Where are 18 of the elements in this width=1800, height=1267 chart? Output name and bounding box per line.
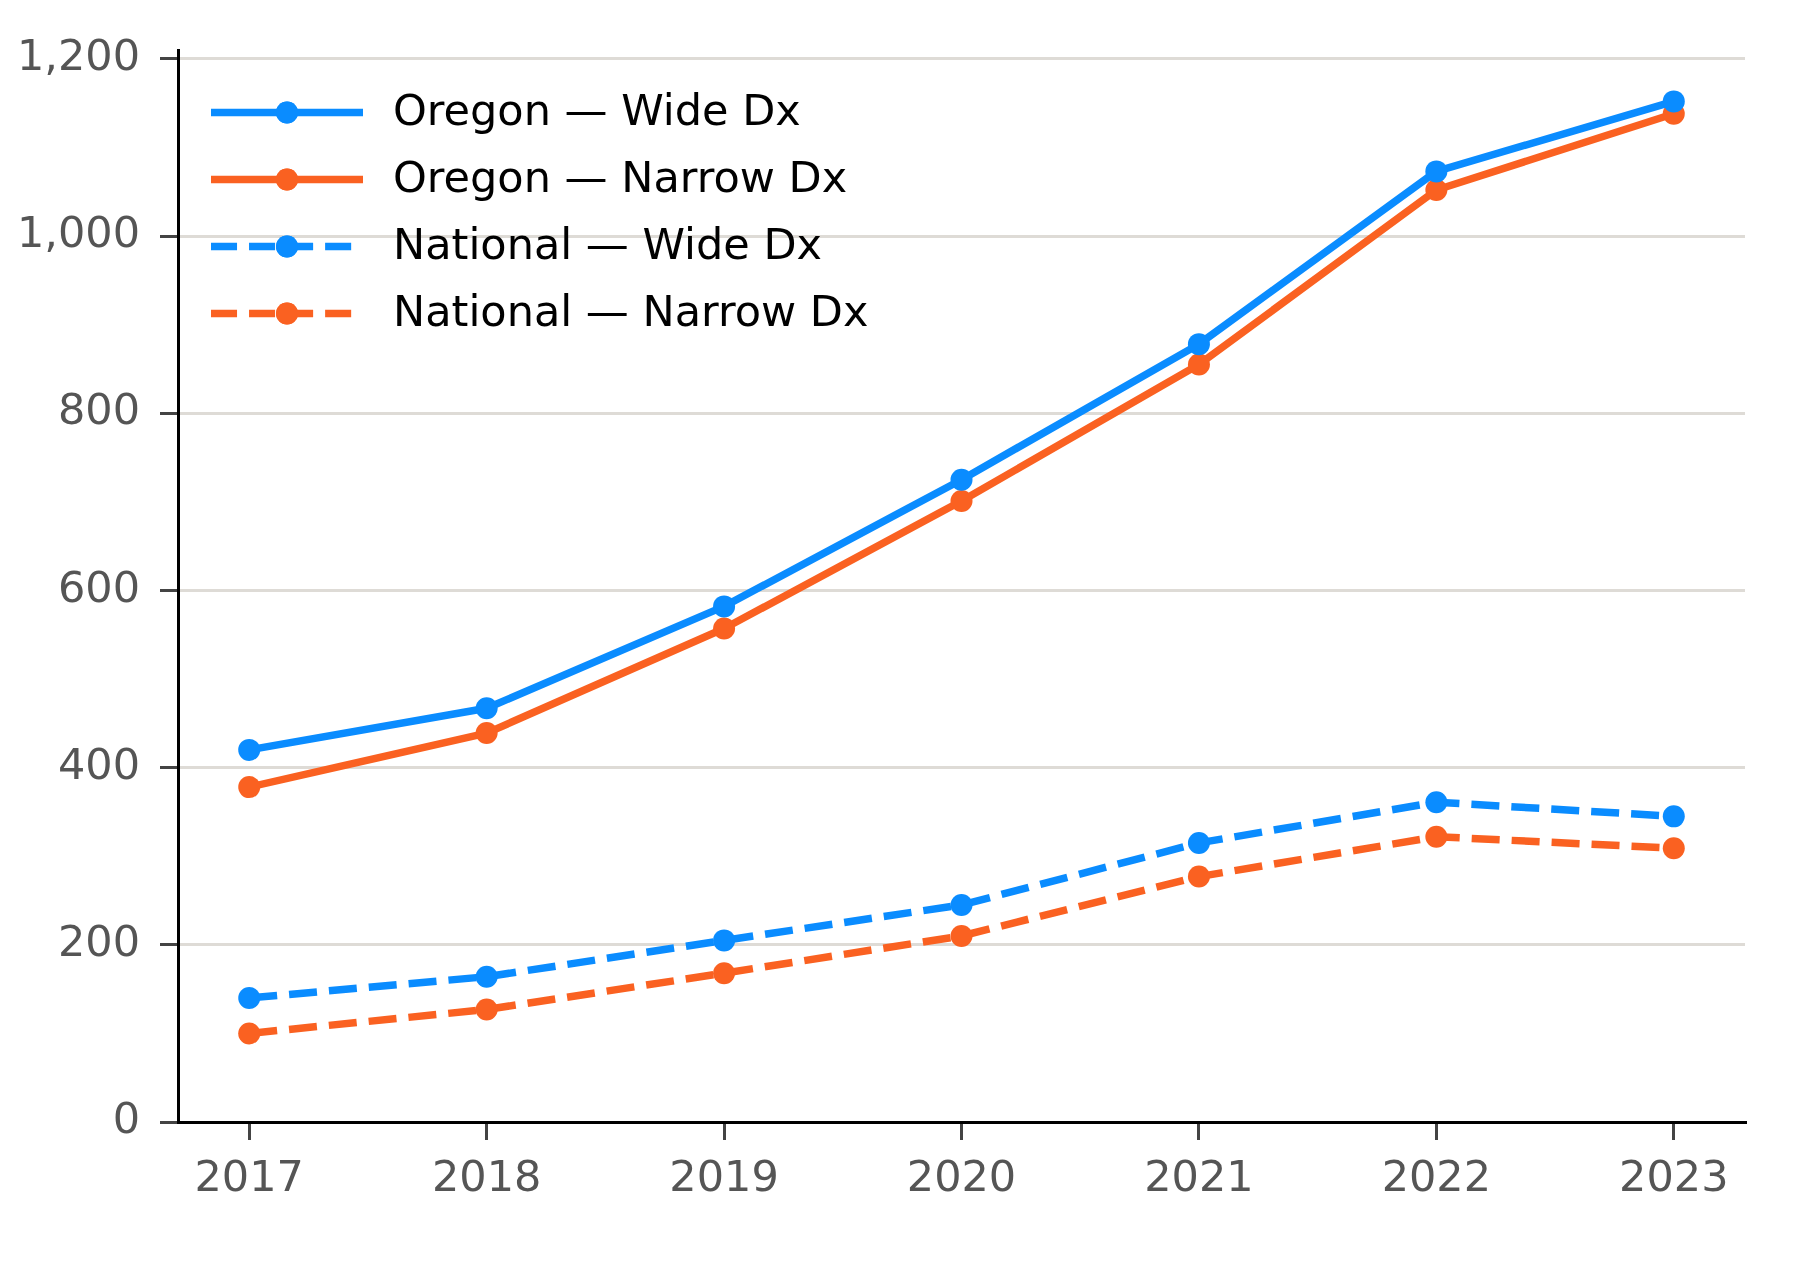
x-tick-label: 2020 xyxy=(906,1150,1017,1201)
legend-label: Oregon — Narrow Dx xyxy=(393,151,848,202)
x-tick-label: 2018 xyxy=(431,1150,542,1201)
legend-label: National — Wide Dx xyxy=(393,218,823,269)
x-tick-label: 2021 xyxy=(1144,1150,1254,1201)
y-tick-label: 0 xyxy=(112,1093,140,1144)
y-tick-label: 400 xyxy=(57,738,140,789)
y-tick-label: 200 xyxy=(57,915,140,966)
legend-label: National — Narrow Dx xyxy=(393,285,869,336)
x-tick-label: 2023 xyxy=(1619,1150,1729,1201)
y-tick-label: 1,000 xyxy=(16,207,140,258)
y-tick-label: 1,200 xyxy=(16,30,140,81)
legend-label: Oregon — Wide Dx xyxy=(393,84,801,135)
x-tick-label: 2022 xyxy=(1381,1150,1492,1201)
x-tick-label: 2017 xyxy=(194,1150,304,1201)
y-tick-label: 800 xyxy=(57,384,140,435)
x-tick-label: 2019 xyxy=(669,1150,779,1201)
y-tick-label: 600 xyxy=(57,561,140,612)
